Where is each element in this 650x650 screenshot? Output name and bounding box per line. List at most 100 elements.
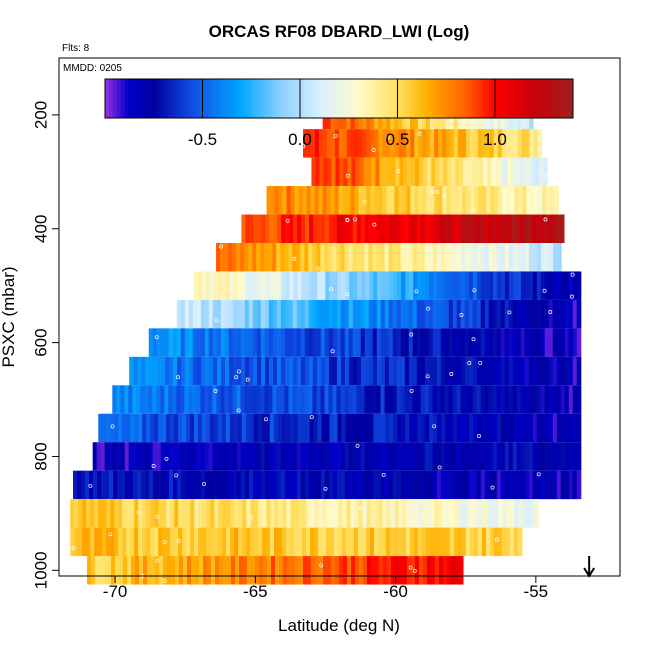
- heat-cell: [503, 157, 508, 187]
- heat-cell: [468, 470, 474, 500]
- sample-marker: [542, 288, 547, 293]
- heat-cell: [129, 356, 134, 386]
- heat-cell: [532, 385, 538, 414]
- heat-cell: [493, 129, 499, 158]
- heat-cell: [228, 299, 234, 329]
- heat-cell: [220, 243, 225, 272]
- heat-cell: [536, 214, 541, 243]
- heat-cell: [440, 442, 446, 471]
- heat-cell: [229, 356, 234, 386]
- heat-cell: [300, 243, 305, 272]
- heat-cell: [134, 527, 139, 557]
- heat-cell: [302, 527, 307, 557]
- heat-cell: [224, 243, 229, 272]
- colorbar-segment: [159, 79, 164, 118]
- heat-cell: [284, 442, 290, 471]
- heat-cell: [288, 470, 294, 500]
- colorbar-segment: [452, 79, 457, 118]
- heat-cell: [420, 442, 426, 471]
- heat-cell: [164, 328, 170, 357]
- heat-cell: [89, 470, 94, 500]
- heat-cell: [440, 328, 446, 357]
- heat-cell: [406, 129, 411, 158]
- heat-cell: [284, 356, 290, 386]
- heat-cell: [401, 413, 406, 443]
- heat-cell: [360, 470, 366, 500]
- sample-marker: [490, 485, 495, 490]
- heat-cell: [431, 157, 436, 187]
- heat-cell: [158, 499, 163, 528]
- colorbar-segment: [105, 79, 110, 118]
- heat-cell: [556, 470, 562, 500]
- colorbar-segment: [471, 79, 476, 118]
- heat-cell: [284, 470, 290, 500]
- colorbar-segment: [140, 79, 145, 118]
- heat-cell: [373, 527, 379, 557]
- heat-cell: [452, 214, 457, 243]
- heat-cell: [298, 499, 304, 528]
- heat-cell: [560, 413, 566, 443]
- heat-cell: [528, 385, 534, 414]
- heat-cell: [252, 470, 258, 500]
- heat-cell: [308, 328, 314, 357]
- heat-cell: [258, 527, 263, 557]
- heat-cell: [414, 499, 420, 528]
- heat-cell: [209, 271, 215, 300]
- heat-cell: [116, 442, 122, 471]
- sample-marker: [472, 288, 477, 293]
- heat-cell: [420, 470, 426, 500]
- heat-cell: [216, 442, 222, 471]
- y-tick-label: 800: [31, 442, 50, 470]
- sample-marker: [471, 337, 476, 342]
- heat-cell: [289, 271, 294, 300]
- heat-cell: [489, 413, 494, 443]
- heat-cell: [389, 413, 394, 443]
- heat-cell: [492, 442, 498, 471]
- heat-cell: [270, 186, 276, 215]
- heat-cell: [536, 271, 542, 300]
- heat-cell: [440, 214, 446, 243]
- heat-cell: [146, 527, 151, 557]
- colorbar-segment: [300, 79, 305, 118]
- heat-cell: [317, 271, 322, 300]
- heat-cell: [176, 442, 182, 471]
- heat-cell: [528, 299, 534, 329]
- heat-cell: [409, 413, 414, 443]
- heat-band: [70, 527, 523, 557]
- heat-cell: [152, 470, 158, 500]
- heat-cell: [417, 413, 422, 443]
- heat-cell: [378, 186, 384, 215]
- heat-cell: [236, 470, 242, 500]
- heat-cell: [187, 556, 192, 585]
- heat-cell: [493, 527, 499, 557]
- heat-cell: [504, 470, 510, 500]
- heat-cell: [340, 214, 346, 243]
- heat-cell: [499, 157, 504, 187]
- heat-cell: [217, 413, 223, 443]
- heat-cell: [216, 299, 222, 329]
- heat-cell: [350, 556, 356, 585]
- heat-cell: [278, 186, 284, 215]
- sample-marker: [174, 473, 179, 478]
- heat-cell: [353, 527, 359, 557]
- heat-cell: [517, 129, 523, 158]
- colorbar-segment: [151, 79, 157, 118]
- heat-cell: [393, 527, 399, 557]
- heat-cell: [386, 129, 392, 158]
- colorbar-segment: [222, 79, 227, 118]
- heat-cell: [341, 527, 347, 557]
- heat-cell: [532, 214, 537, 243]
- heat-cell: [116, 385, 121, 414]
- heat-cell: [540, 356, 546, 386]
- sample-marker: [502, 501, 507, 506]
- heat-cell: [316, 299, 322, 329]
- colorbar-segment: [385, 79, 391, 118]
- heat-band: [301, 129, 543, 158]
- heat-cell: [78, 527, 83, 557]
- heat-cell: [349, 271, 354, 300]
- heat-cell: [238, 499, 243, 528]
- heat-cell: [426, 499, 432, 528]
- heat-cell: [476, 271, 482, 300]
- heat-cell: [392, 299, 398, 329]
- heat-cell: [281, 214, 286, 243]
